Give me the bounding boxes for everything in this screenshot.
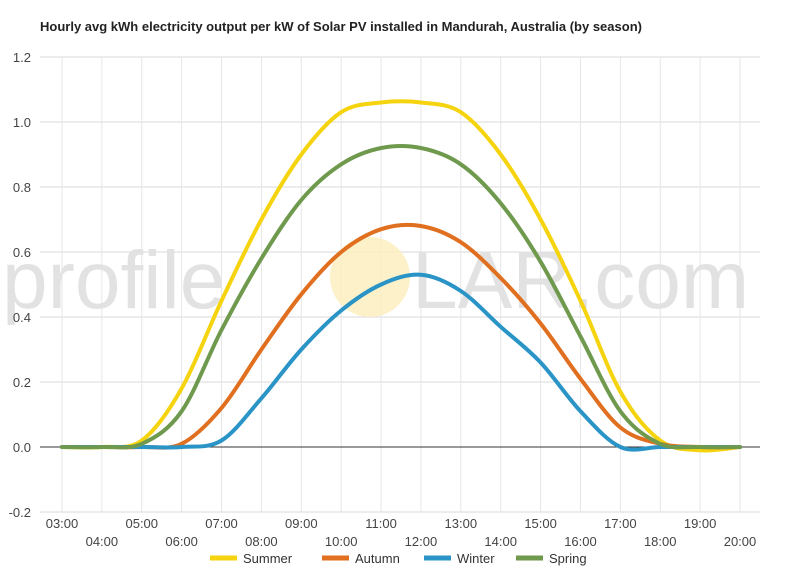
series-line-winter <box>60 272 742 452</box>
x-tick-label: 16:00 <box>564 534 597 549</box>
y-axis-labels: -0.2 0.0 0.2 0.4 0.6 0.8 1.0 1.2 <box>9 50 31 520</box>
chart-title: Hourly avg kWh electricity output per kW… <box>40 19 642 34</box>
x-tick-label: 08:00 <box>245 534 278 549</box>
legend-label-summer: Summer <box>243 551 293 566</box>
x-tick-label: 20:00 <box>724 534 757 549</box>
x-tick-label: 17:00 <box>604 516 637 531</box>
watermark-text-right: LAR.com <box>412 235 749 326</box>
y-tick-label: 1.0 <box>13 115 31 130</box>
x-axis-labels: 03:00 04:00 05:00 06:00 07:00 08:00 09:00 10:00… <box>46 516 757 549</box>
watermark-text-left: profile <box>2 235 225 326</box>
x-tick-label: 09:00 <box>285 516 318 531</box>
series-line-spring <box>60 143 742 450</box>
x-tick-label: 19:00 <box>684 516 717 531</box>
watermark-sun-icon <box>330 237 410 317</box>
x-tick-label: 06:00 <box>165 534 198 549</box>
y-tick-label: 0.6 <box>13 245 31 260</box>
x-tick-label: 04:00 <box>86 534 119 549</box>
y-tick-label: 0.0 <box>13 440 31 455</box>
series-lines <box>60 99 742 453</box>
x-tick-label: 13:00 <box>445 516 478 531</box>
x-tick-label: 12:00 <box>405 534 438 549</box>
x-tick-label: 11:00 <box>365 516 397 531</box>
x-tick-label: 07:00 <box>205 516 238 531</box>
y-tick-label: 0.4 <box>13 310 31 325</box>
y-tick-label: 0.2 <box>13 375 31 390</box>
series-line-autumn <box>60 222 742 450</box>
legend: Summer Autumn Winter Spring <box>210 551 587 566</box>
y-tick-label: -0.2 <box>9 505 31 520</box>
y-tick-label: 0.8 <box>13 180 31 195</box>
legend-label-autumn: Autumn <box>355 551 400 566</box>
series-line-summer <box>60 99 742 453</box>
y-tick-label: 1.2 <box>13 50 31 65</box>
x-tick-label: 05:00 <box>125 516 158 531</box>
legend-label-spring: Spring <box>549 551 587 566</box>
watermark: profile LAR.com <box>2 235 749 326</box>
x-tick-label: 15:00 <box>524 516 557 531</box>
x-tick-label: 10:00 <box>325 534 358 549</box>
x-tick-label: 03:00 <box>46 516 79 531</box>
x-tick-label: 18:00 <box>644 534 677 549</box>
legend-label-winter: Winter <box>457 551 495 566</box>
x-tick-label: 14:00 <box>484 534 517 549</box>
